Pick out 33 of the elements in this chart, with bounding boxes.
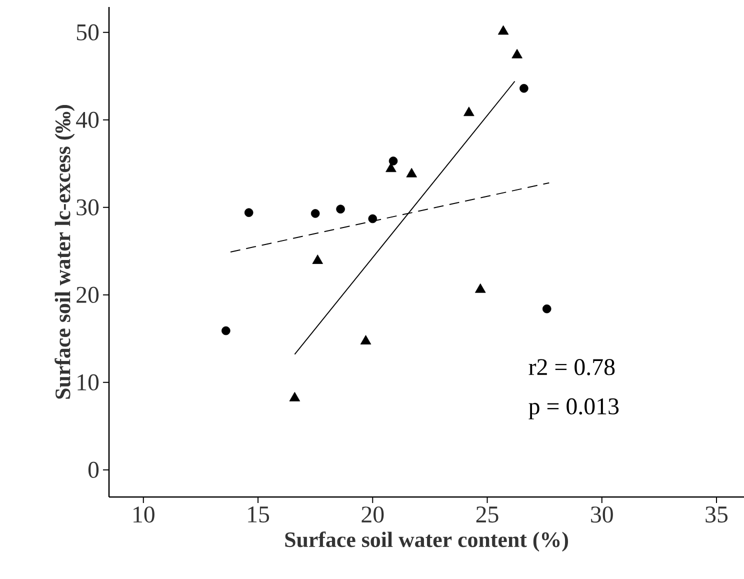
x-tick-label: 25 [476, 506, 498, 523]
point [289, 392, 300, 402]
point [360, 335, 372, 344]
x-tick-label: 15 [248, 506, 270, 523]
point [310, 209, 320, 218]
x-tick-label: 20 [362, 506, 384, 523]
point [542, 304, 552, 314]
point [474, 283, 486, 293]
x-tick-label: 10 [134, 506, 154, 523]
annotation: r2 = 0.78 [528, 359, 615, 376]
annotation: p = 0.013 [528, 398, 619, 420]
point [244, 208, 254, 218]
y-axis-title: Surface soil water lc-excess (‰) [54, 105, 75, 399]
y-tick-label: 20 [76, 286, 99, 303]
y-tick-label: 30 [76, 199, 99, 216]
point [312, 254, 324, 264]
y-tick-label: 50 [76, 24, 99, 40]
point [222, 326, 230, 336]
x-axis-title: Surface soil water content (%) [285, 531, 568, 552]
point [512, 48, 522, 58]
point [368, 214, 378, 224]
x-tick-label: 30 [591, 506, 613, 523]
y-tick-label: 40 [76, 112, 99, 128]
point [406, 168, 417, 178]
y-tick-label: 0 [88, 462, 99, 478]
point [386, 162, 396, 172]
x-tick-label: 35 [706, 506, 728, 523]
point [336, 204, 345, 214]
point [520, 84, 528, 93]
point [388, 156, 398, 166]
point [498, 25, 509, 35]
y-tick-label: 10 [78, 374, 99, 390]
point [464, 106, 474, 116]
